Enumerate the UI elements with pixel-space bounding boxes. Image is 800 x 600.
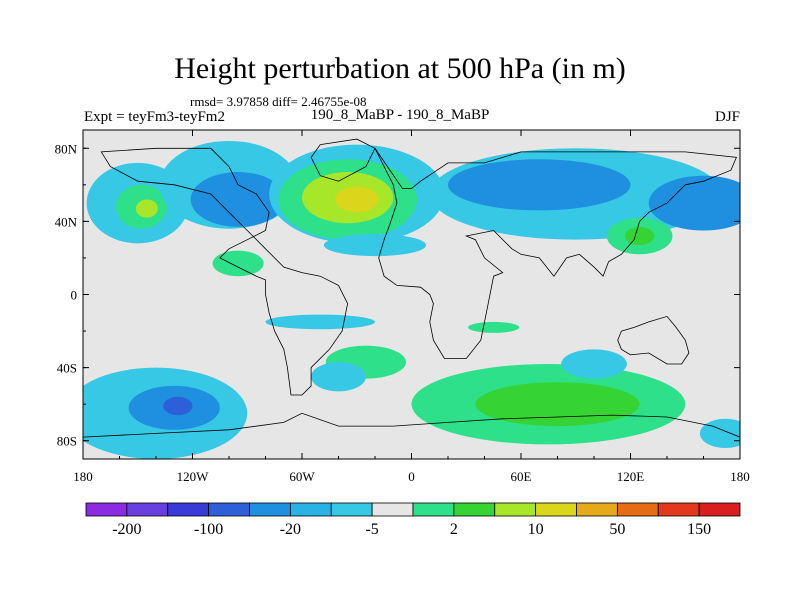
lon-tick-label: 60E [511,469,532,484]
contour-region-4 [190,172,286,227]
contour-region-26 [699,418,740,449]
colorbar-label: 10 [528,521,544,538]
contour-region-15 [625,226,655,246]
lon-tick-label: 60W [289,469,315,484]
lon-tick-label: 120W [177,469,210,484]
season-label: DJF [714,109,740,125]
lon-tick-label: 180 [730,469,750,484]
contour-region-24 [265,314,375,330]
contour-region-23 [561,349,627,379]
colorbar-label: -100 [194,521,223,538]
colorbar-label: 50 [609,521,625,538]
colorbar-box [126,502,169,517]
coastline-4 [83,412,740,438]
lat-tick-label: 80N [55,141,78,156]
colorbar-label: 2 [450,521,458,538]
colorbar-label: -200 [112,521,141,538]
center-label: 190_8_MaBP - 190_8_MaBP [310,107,490,123]
stats-label: rmsd= 3.97858 diff= 2.46755e-08 [190,94,367,109]
colorbar-box [616,502,659,517]
coastline-2 [374,148,737,359]
colorbar-label: -20 [280,521,301,538]
colorbar-box [371,502,414,517]
colorbar-box [535,502,577,517]
field-contours [83,140,740,459]
colorbar-box [330,502,373,517]
lon-tick-label: 120E [617,469,645,484]
colorbar-box [657,502,700,517]
experiment-label: Expt = teyFm3-teyFm2 [84,109,225,125]
contour-region-20 [475,382,640,427]
colorbar-label: -5 [365,521,378,538]
colorbar-label: 150 [687,521,711,538]
lat-tick-label: 0 [71,288,78,303]
contour-region-22 [311,362,366,392]
contour-region-11 [648,175,740,231]
colorbar-box [85,502,128,517]
contour-region-10 [448,159,631,211]
colorbar-box [494,502,537,517]
lat-tick-label: 80S [57,434,77,449]
colorbar: -200 -100 -20 -5 2 10 50 150 [85,502,741,538]
colorbar-box [289,502,332,517]
lat-tick-label: 40S [57,361,77,376]
plot-title: Height perturbation at 500 hPa (in m) [174,52,626,85]
coastline-3 [617,315,690,365]
contour-region-25 [468,321,520,333]
colorbar-box [249,502,291,517]
colorbar-box [453,502,496,517]
plot-area [82,129,741,460]
contour-region-8 [334,186,379,213]
lon-tick-label: 0 [408,469,415,484]
colorbar-box [698,502,741,517]
lon-tick-label: 180 [73,469,93,484]
lat-tick-label: 40N [55,214,78,229]
contour-region-12 [323,234,427,257]
coastline-1 [310,138,376,182]
colorbar-box [167,502,210,517]
contour-region-18 [163,396,193,416]
colorbar-box [576,502,618,517]
axes: 180 120W 60W 0 60E 120E 180 80N 40N 0 40S 80S [55,130,750,484]
coastline-0 [100,147,349,396]
contour-region-2 [135,199,158,218]
colorbar-box [208,502,250,517]
colorbar-box [412,502,455,517]
coastlines [83,138,740,438]
contour-region-13 [212,250,264,277]
